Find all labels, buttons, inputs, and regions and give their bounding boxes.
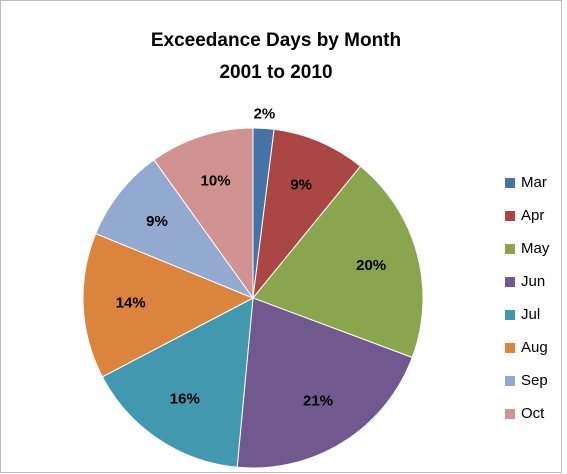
chart-title: Exceedance Days by Month — [151, 30, 401, 51]
legend-label: Oct — [521, 405, 545, 422]
value-label: 9% — [290, 176, 312, 193]
legend-swatch — [505, 277, 515, 287]
chart-subtitle: 2001 to 2010 — [219, 62, 332, 83]
value-label: 2% — [254, 105, 276, 122]
value-label: 14% — [116, 295, 146, 312]
legend-swatch — [505, 244, 515, 254]
pie-slice — [252, 128, 362, 300]
legend-swatch — [505, 409, 515, 419]
legend-label: Sep — [521, 372, 548, 389]
legend-label: Jul — [521, 306, 540, 323]
pie-slice — [252, 165, 424, 359]
legend-swatch — [505, 178, 515, 188]
value-label: 10% — [201, 172, 231, 189]
legend-swatch — [505, 310, 515, 320]
pie-slice — [82, 232, 255, 378]
pie-slice — [101, 297, 254, 468]
legend-swatch — [505, 376, 515, 386]
value-label: 16% — [170, 391, 200, 408]
pie-slice — [236, 297, 413, 469]
legend-label: Aug — [521, 339, 548, 356]
legend-label: Mar — [521, 174, 547, 191]
pie-slice — [95, 159, 255, 300]
legend-swatch — [505, 211, 515, 221]
legend-label: May — [521, 240, 550, 257]
value-label: 20% — [356, 257, 386, 274]
legend-label: Jun — [521, 273, 545, 290]
value-label: 9% — [146, 213, 168, 230]
legend-label: Apr — [521, 207, 544, 224]
pie-slice — [153, 127, 254, 300]
legend-swatch — [505, 343, 515, 353]
value-label: 21% — [303, 393, 333, 410]
